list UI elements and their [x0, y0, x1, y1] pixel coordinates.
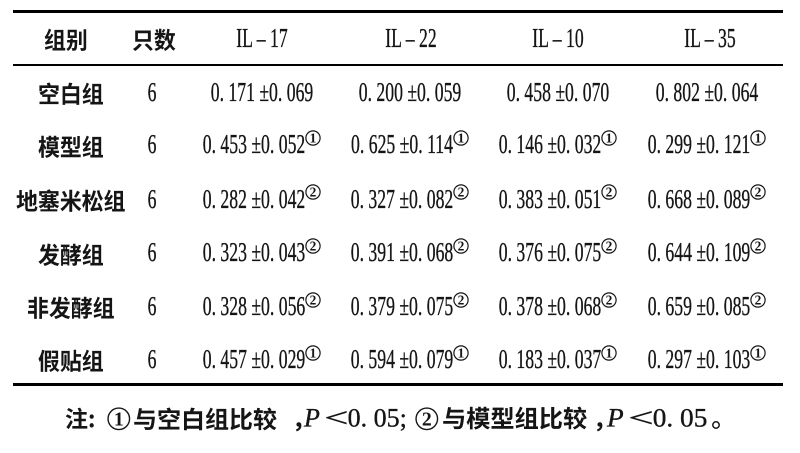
svg-text:2: 2	[605, 185, 612, 200]
svg-text:1: 1	[457, 131, 464, 146]
svg-text:2: 2	[754, 292, 761, 307]
svg-text:1: 1	[309, 345, 316, 360]
svg-text:1: 1	[605, 345, 612, 360]
svg-text:1: 1	[754, 131, 761, 146]
svg-text:1: 1	[754, 345, 761, 360]
svg-text:1: 1	[457, 345, 464, 360]
svg-text:1: 1	[114, 409, 124, 431]
svg-text:2: 2	[309, 185, 316, 200]
svg-text:2: 2	[309, 239, 316, 254]
svg-text:2: 2	[754, 185, 761, 200]
svg-text:1: 1	[309, 131, 316, 146]
svg-text:2: 2	[754, 239, 761, 254]
svg-text:2: 2	[422, 409, 432, 431]
svg-text:2: 2	[605, 239, 612, 254]
svg-text:2: 2	[457, 292, 464, 307]
svg-text:1: 1	[605, 131, 612, 146]
svg-text:2: 2	[457, 239, 464, 254]
svg-text:2: 2	[309, 292, 316, 307]
svg-text:2: 2	[605, 292, 612, 307]
svg-text:2: 2	[457, 185, 464, 200]
